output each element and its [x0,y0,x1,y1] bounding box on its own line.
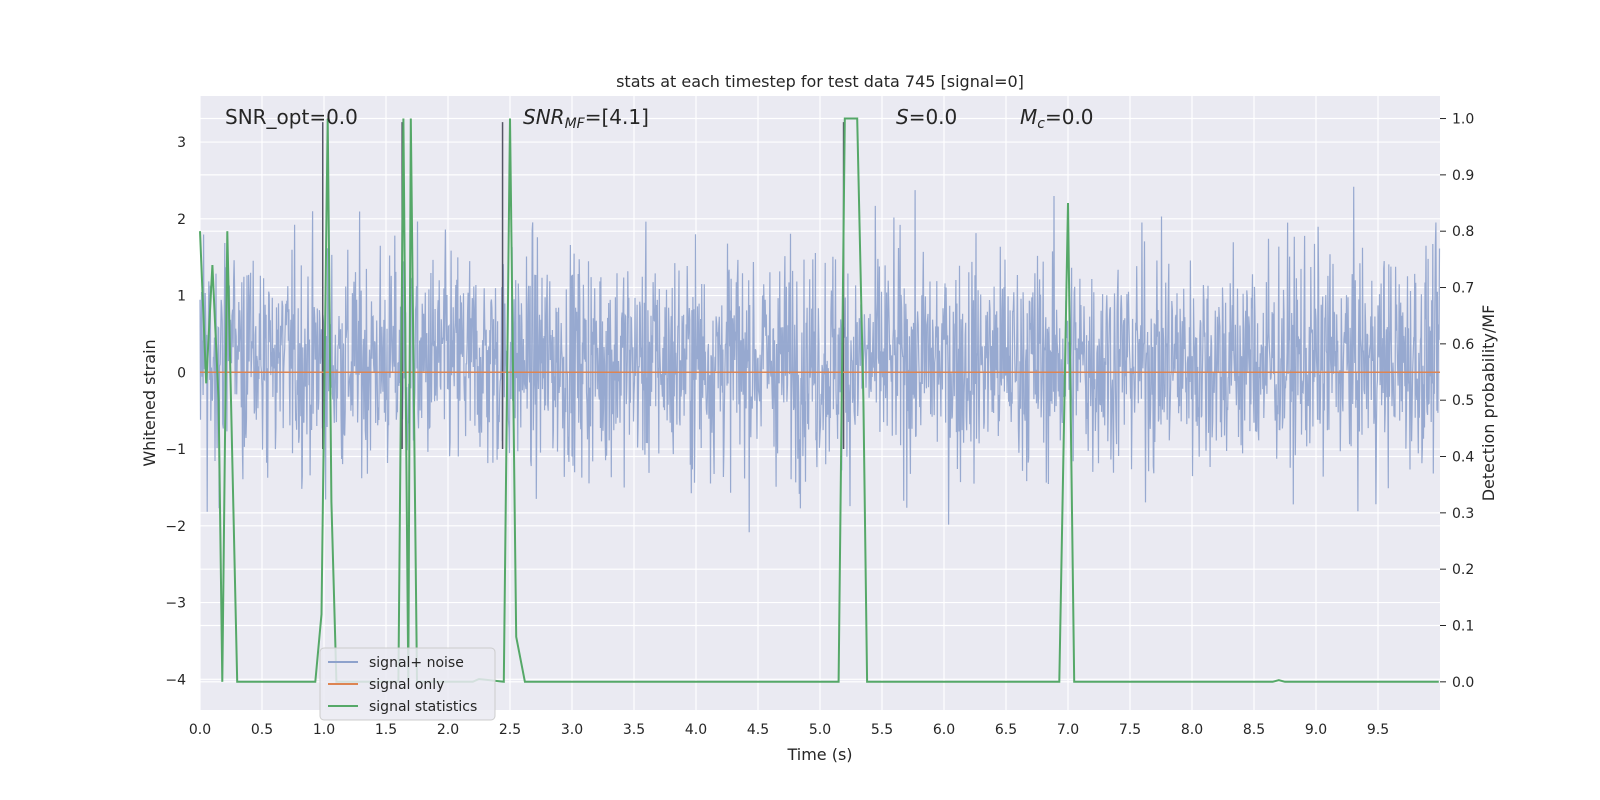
x-tick-label: 6.0 [933,722,955,738]
annotation-mc-sub: c [1037,116,1045,132]
annotation-snr-mf-value: =[4.1] [585,105,649,129]
x-tick-label: 0.0 [189,722,211,738]
x-tick-label: 8.0 [1181,722,1203,738]
x-tick-label: 4.5 [747,722,769,738]
legend: signal+ noise signal only signal statist… [319,647,496,721]
y2-tick-label: 0.2 [1452,562,1474,578]
x-tick-label: 8.5 [1243,722,1265,738]
y-tick-label: −4 [165,672,186,688]
x-tick-label: 7.0 [1057,722,1079,738]
y2-tick-label: 0.3 [1452,506,1474,522]
x-tick-label: 1.0 [313,722,335,738]
annotation-s: S=0.0 [896,105,957,129]
ticks: 0.0 0.5 1.0 1.5 2.0 2.5 3.0 3.5 4.0 4.5 5.0 5.5 6.0 6… [165,112,1474,738]
legend-box [319,647,496,721]
x-tick-label: 2.0 [437,722,459,738]
y2-tick-label: 0.0 [1452,675,1474,691]
x-tick-label: 1.5 [375,722,397,738]
x-tick-label: 5.0 [809,722,831,738]
y-axis-label: Whitened strain [140,339,159,466]
annotation-snr-mf: SNRMF=[4.1] [523,105,649,132]
legend-label-signal-statistics: signal statistics [369,699,477,715]
x-tick-label: 9.5 [1367,722,1389,738]
x-tick-label: 2.5 [499,722,521,738]
y2-tick-label: 0.4 [1452,450,1474,466]
x-tick-label: 6.5 [995,722,1017,738]
y-tick-label: 2 [177,212,186,228]
y-tick-label: 0 [177,365,186,381]
x-axis-label: Time (s) [786,745,852,764]
y2-tick-label: 0.1 [1452,619,1474,635]
x-tick-label: 4.0 [685,722,707,738]
annotation-s-label: S [896,105,909,129]
y-tick-label: −3 [165,596,186,612]
y2-tick-label: 0.7 [1452,281,1474,297]
x-tick-label: 0.5 [251,722,273,738]
annotation-s-value: =0.0 [909,105,958,129]
y2-tick-label: 0.9 [1452,168,1474,184]
y2-tick-label: 0.6 [1452,337,1474,353]
y2-tick-label: 0.8 [1452,224,1474,240]
y-tick-label: −2 [165,519,186,535]
x-tick-label: 9.0 [1305,722,1327,738]
annotation-snr-opt: SNR_opt=0.0 [225,105,358,129]
legend-label-signal-noise: signal+ noise [369,655,464,671]
annotation-snr-mf-sub: MF [565,116,586,132]
y2-axis-label: Detection probability/MF [1479,305,1498,502]
x-tick-label: 3.5 [623,722,645,738]
y-tick-label: 1 [177,289,186,305]
x-tick-label: 3.0 [561,722,583,738]
y-tick-label: 3 [177,135,186,151]
annotation-snr-mf-label: SNR [523,105,565,129]
legend-label-signal-only: signal only [369,677,444,693]
y2-tick-label: 1.0 [1452,112,1474,128]
annotation-mc-value: =0.0 [1045,105,1094,129]
chart-title: stats at each timestep for test data 745… [616,72,1024,91]
y-tick-label: −1 [165,442,186,458]
annotation-mc: Mc=0.0 [1020,105,1094,132]
y2-tick-label: 0.5 [1452,393,1474,409]
x-tick-label: 5.5 [871,722,893,738]
annotation-mc-label: M [1020,105,1037,129]
x-tick-label: 7.5 [1119,722,1141,738]
